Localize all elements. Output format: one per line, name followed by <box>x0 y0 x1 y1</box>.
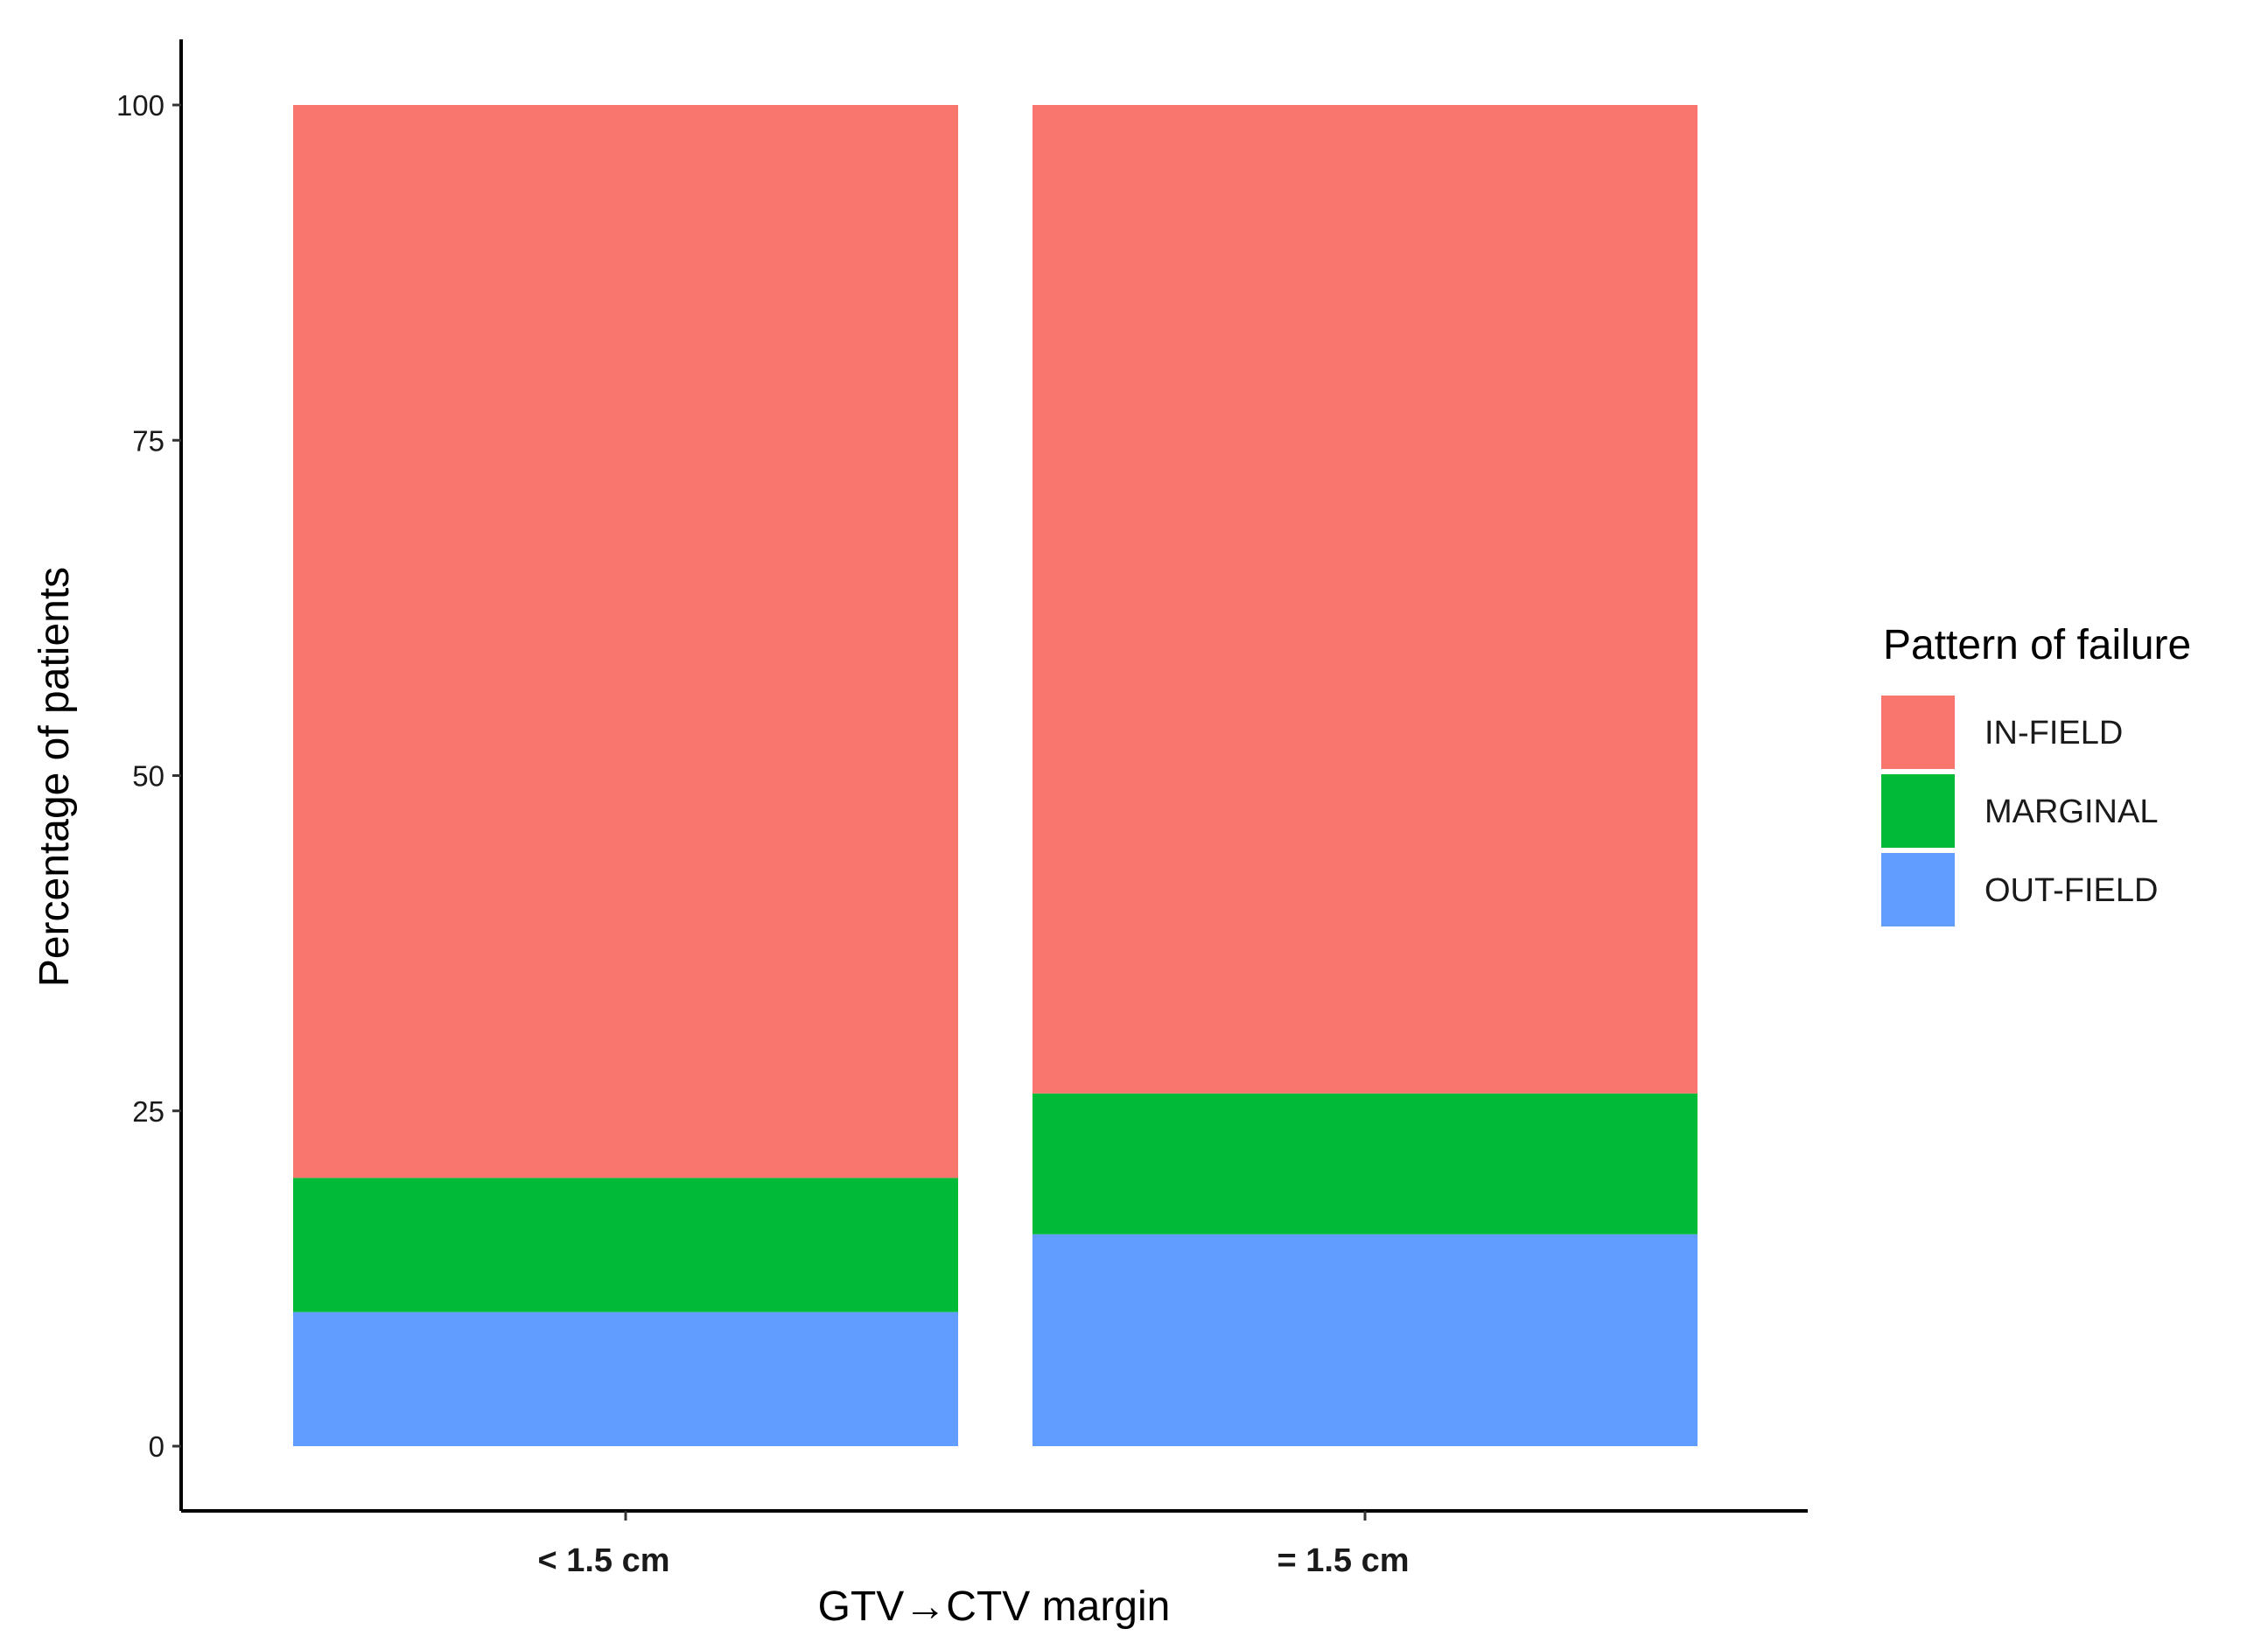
x-axis-title: GTV→CTV margin <box>818 1584 1171 1630</box>
legend-items: IN-FIELD MARGINAL OUT-FIELD <box>1881 696 2158 926</box>
x-tick-label: = 1.5 cm <box>1277 1542 1409 1579</box>
y-axis-title: Percentage of patients <box>32 567 78 987</box>
y-tick-label: 75 <box>132 424 164 457</box>
legend-key-marginal <box>1881 774 1955 848</box>
legend-label-marginal: MARGINAL <box>1984 794 2158 830</box>
bar-marginal-1 <box>293 1178 958 1312</box>
bar-marginal-2 <box>1032 1093 1698 1234</box>
legend-label-out-field: OUT-FIELD <box>1984 872 2158 909</box>
bar-in-field-2 <box>1032 105 1698 1094</box>
y-tick-label: 50 <box>132 760 164 793</box>
bar-out-field-2 <box>1032 1234 1698 1446</box>
x-tick-label: < 1.5 cm <box>537 1542 669 1579</box>
legend-label-in-field: IN-FIELD <box>1984 715 2123 752</box>
legend-key-in-field <box>1881 696 1955 769</box>
bars-group <box>293 105 1698 1446</box>
legend: Pattern of failure IN-FIELD MARGINAL OUT-F… <box>1881 622 2191 926</box>
legend-title: Pattern of failure <box>1883 622 2191 668</box>
y-tick-label: 100 <box>116 89 164 122</box>
x-ticks-group: < 1.5 cm = 1.5 cm <box>537 1511 1410 1579</box>
legend-key-out-field <box>1881 853 1955 926</box>
bar-out-field-1 <box>293 1311 958 1446</box>
y-ticks-group: 0 25 50 75 100 <box>116 89 181 1463</box>
y-tick-label: 0 <box>149 1430 164 1463</box>
bar-in-field-1 <box>293 105 958 1178</box>
y-tick-label: 25 <box>132 1095 164 1128</box>
